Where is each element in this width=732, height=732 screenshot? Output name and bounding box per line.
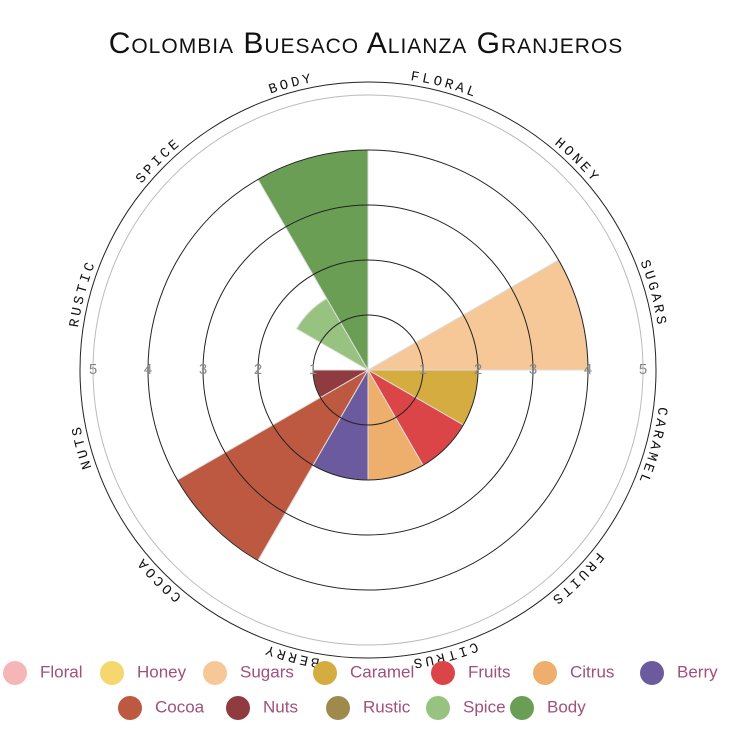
outer-ring <box>79 81 657 659</box>
legend-label: Berry <box>677 662 718 681</box>
category-label-text: Body <box>267 71 313 98</box>
legend-item[interactable]: Berry <box>640 661 718 685</box>
legend-label: Nuts <box>263 697 298 716</box>
grid-ring <box>202 204 534 536</box>
category-label-text: Floral <box>409 69 477 102</box>
chart-title: Colombia Buesaco Alianza Granjeros <box>109 27 624 60</box>
category-label: Nuts <box>69 423 96 472</box>
tick-label: 3 <box>199 361 207 378</box>
legend-item[interactable]: Floral <box>3 661 83 685</box>
tick-label: 5 <box>89 361 97 378</box>
tick-label: 3 <box>529 361 537 378</box>
legend-swatch <box>426 696 450 720</box>
category-label: Fruits <box>547 549 607 609</box>
category-label: Body <box>267 71 316 98</box>
legend-item[interactable]: Spice <box>426 696 506 720</box>
legend-swatch <box>3 661 27 685</box>
legend-label: Citrus <box>570 662 614 681</box>
grid-ring <box>257 259 479 481</box>
category-label-text: Sugars <box>636 258 666 329</box>
grid-ring <box>312 314 424 426</box>
legend-item[interactable]: Cocoa <box>118 696 205 720</box>
legend-label: Floral <box>40 662 83 681</box>
tick-label: 5 <box>639 361 647 378</box>
category-label-text: Honey <box>551 135 600 187</box>
category-label: Rustic <box>67 258 100 329</box>
legend-label: Spice <box>463 697 506 716</box>
legend-item[interactable]: Body <box>510 696 586 720</box>
sector <box>366 259 589 371</box>
legend-label: Honey <box>137 662 187 681</box>
tick-label: 1 <box>419 361 427 378</box>
legend-item[interactable]: Citrus <box>533 661 614 685</box>
legend-label: Cocoa <box>155 697 205 716</box>
category-label: Cocoa <box>133 553 185 605</box>
category-label-text: Cocoa <box>133 553 182 605</box>
legend-label: Rustic <box>363 697 411 716</box>
legend-item[interactable]: Rustic <box>326 696 411 720</box>
legend-swatch <box>226 696 250 720</box>
legend-swatch <box>100 661 124 685</box>
tick-label: 2 <box>474 361 482 378</box>
category-label-text: Rustic <box>67 258 97 329</box>
category-label-text: Fruits <box>547 549 604 609</box>
legend-label: Caramel <box>350 662 414 681</box>
legend-swatch <box>313 661 337 685</box>
legend-item[interactable]: Fruits <box>431 661 511 685</box>
legend-item[interactable]: Caramel <box>313 661 414 685</box>
category-label: Spice <box>133 135 185 187</box>
legend-swatch <box>326 696 350 720</box>
legend-swatch <box>203 661 227 685</box>
category-label: Floral <box>409 69 480 102</box>
legend-label: Fruits <box>468 662 511 681</box>
grid-ring <box>147 149 589 591</box>
category-label: Sugars <box>636 258 669 329</box>
legend-swatch <box>431 661 455 685</box>
category-label-text: Spice <box>133 135 182 187</box>
tick-label: 1 <box>309 361 317 378</box>
legend-swatch <box>118 696 142 720</box>
legend-swatch <box>533 661 557 685</box>
legend-item[interactable]: Nuts <box>226 696 298 720</box>
category-label: Honey <box>551 135 603 187</box>
legend-label: Body <box>547 697 586 716</box>
category-label-text: Nuts <box>69 423 93 472</box>
tick-label: 4 <box>584 361 592 378</box>
grid-ring <box>92 94 644 646</box>
legend-swatch <box>640 661 664 685</box>
tick-label: 4 <box>144 361 152 378</box>
legend-item[interactable]: Sugars <box>203 661 294 685</box>
tick-label: 2 <box>254 361 262 378</box>
legend-label: Sugars <box>240 662 294 681</box>
legend-item[interactable]: Honey <box>100 661 187 685</box>
legend-swatch <box>510 696 534 720</box>
